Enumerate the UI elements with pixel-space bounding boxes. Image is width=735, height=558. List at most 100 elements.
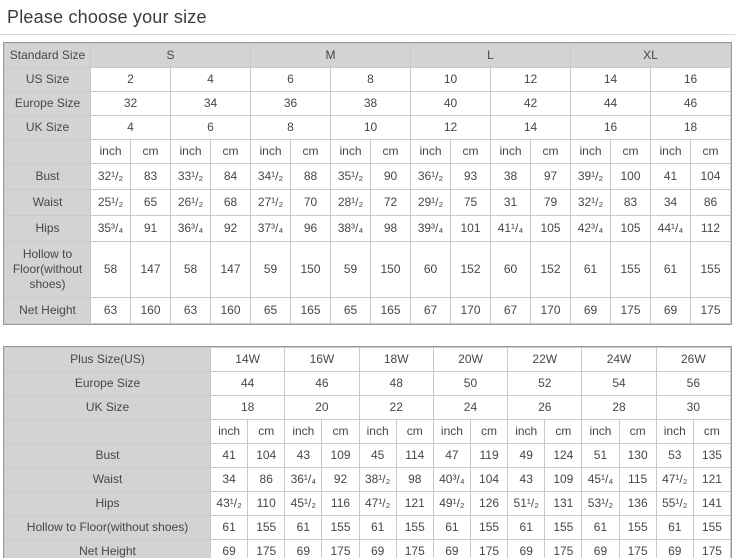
value-cell: 45¹/₂ <box>284 491 323 516</box>
size-cell: 18 <box>209 395 286 420</box>
value-cell: 61 <box>581 515 620 540</box>
value-cell: 150 <box>290 241 331 298</box>
unit-cell-inch: inch <box>284 419 323 444</box>
table-row: inch cm inch cm inch cm inch cm inch cm inch cm inch… <box>4 139 731 164</box>
value-cell: 90 <box>370 163 411 190</box>
table-row: Waist 25¹/₂ 65 26¹/₂ 68 27¹/₂ 70 28¹/₂ 72 29¹/₂ 75… <box>4 189 731 216</box>
value-cell: 175 <box>247 539 286 558</box>
value-cell: 92 <box>210 215 251 242</box>
value-cell: 126 <box>469 491 509 516</box>
value-cell: 35¹/₂ <box>330 163 371 190</box>
table-row: Standard Size S M L XL <box>4 43 731 68</box>
row-label: UK Size <box>4 115 91 140</box>
value-cell: 38¹/₂ <box>358 467 397 492</box>
size-cell: 40 <box>410 91 491 116</box>
value-cell: 45 <box>358 443 397 468</box>
size-cell: 32 <box>90 91 171 116</box>
plus-size-table: Plus Size(US) 14W 16W 18W 20W 22W 24W 26W Europe… <box>4 347 732 558</box>
unit-cell-cm: cm <box>469 419 509 444</box>
value-cell: 45¹/₄ <box>581 467 620 492</box>
size-cell: 2 <box>90 67 171 92</box>
size-cell: 12 <box>410 115 491 140</box>
unit-cell-cm: cm <box>544 419 583 444</box>
value-cell: 37³/₄ <box>250 215 291 242</box>
value-cell: 155 <box>247 515 286 540</box>
unit-cell-inch: inch <box>209 419 249 444</box>
value-cell: 51¹/₂ <box>507 491 546 516</box>
corner-cell: Standard Size <box>4 43 91 68</box>
row-label: Net Height <box>4 539 211 558</box>
unit-cell-cm: cm <box>690 139 731 164</box>
row-label: Hips <box>4 215 91 242</box>
unit-cell-inch: inch <box>90 139 131 164</box>
size-cell: 36 <box>250 91 331 116</box>
row-label: Net Height <box>4 297 91 324</box>
unit-cell-cm: cm <box>130 139 171 164</box>
table-row: US Size 2 4 6 8 10 12 14 16 <box>4 67 731 92</box>
value-cell: 100 <box>610 163 651 190</box>
unit-cell-inch: inch <box>170 139 211 164</box>
value-cell: 116 <box>321 491 360 516</box>
unit-cell-cm: cm <box>210 139 251 164</box>
value-cell: 92 <box>321 467 360 492</box>
value-cell: 53¹/₂ <box>581 491 620 516</box>
size-cell: 26W <box>655 347 732 372</box>
value-cell: 61 <box>650 241 691 298</box>
size-cell: 26 <box>507 395 583 420</box>
value-cell: 34 <box>650 189 691 216</box>
size-cell: 14 <box>570 67 651 92</box>
row-label: Waist <box>4 467 211 492</box>
value-cell: 175 <box>692 539 732 558</box>
row-label: Waist <box>4 189 91 216</box>
value-cell: 101 <box>450 215 491 242</box>
value-cell: 152 <box>450 241 491 298</box>
unit-cell-inch: inch <box>581 419 620 444</box>
value-cell: 69 <box>581 539 620 558</box>
value-cell: 38 <box>490 163 531 190</box>
table-row: UK Size 18 20 22 24 26 28 30 <box>4 395 732 420</box>
unit-corner-cell <box>4 139 91 164</box>
value-cell: 68 <box>210 189 251 216</box>
value-cell: 36³/₄ <box>170 215 211 242</box>
value-cell: 34 <box>209 467 249 492</box>
size-cell: 52 <box>507 371 583 396</box>
table-row: inch cm inch cm inch cm inch cm inch cm inch cm inch… <box>4 419 732 444</box>
value-cell: 170 <box>530 297 571 324</box>
value-cell: 175 <box>544 539 583 558</box>
value-cell: 150 <box>370 241 411 298</box>
value-cell: 86 <box>247 467 286 492</box>
value-cell: 130 <box>618 443 657 468</box>
value-cell: 69 <box>570 297 611 324</box>
row-label: Hollow to Floor(without shoes) <box>4 241 91 298</box>
unit-cell-cm: cm <box>450 139 491 164</box>
divider <box>0 34 735 35</box>
value-cell: 155 <box>690 241 731 298</box>
value-cell: 34¹/₂ <box>250 163 291 190</box>
size-cell: 20 <box>284 395 360 420</box>
unit-cell-inch: inch <box>358 419 397 444</box>
value-cell: 155 <box>618 515 657 540</box>
size-cell: 48 <box>358 371 434 396</box>
table-row: Bust 32¹/₂ 83 33¹/₂ 84 34¹/₂ 88 35¹/₂ 90 36¹/₂ 93 3… <box>4 163 731 190</box>
row-label: Hollow to Floor(without shoes) <box>4 515 211 540</box>
size-cell: 10 <box>330 115 411 140</box>
value-cell: 43 <box>507 467 546 492</box>
value-cell: 152 <box>530 241 571 298</box>
value-cell: 98 <box>370 215 411 242</box>
value-cell: 175 <box>321 539 360 558</box>
value-cell: 98 <box>395 467 434 492</box>
size-cell: 18 <box>650 115 731 140</box>
value-cell: 175 <box>610 297 651 324</box>
size-cell: 38 <box>330 91 411 116</box>
size-cell: 42 <box>490 91 571 116</box>
value-cell: 61 <box>284 515 323 540</box>
size-cell: 6 <box>250 67 331 92</box>
value-cell: 51 <box>581 443 620 468</box>
size-cell: 28 <box>581 395 657 420</box>
size-cell: 46 <box>650 91 731 116</box>
size-cell: 14 <box>490 115 571 140</box>
value-cell: 69 <box>432 539 471 558</box>
value-cell: 91 <box>130 215 171 242</box>
value-cell: 32¹/₂ <box>90 163 131 190</box>
row-label: US Size <box>4 67 91 92</box>
